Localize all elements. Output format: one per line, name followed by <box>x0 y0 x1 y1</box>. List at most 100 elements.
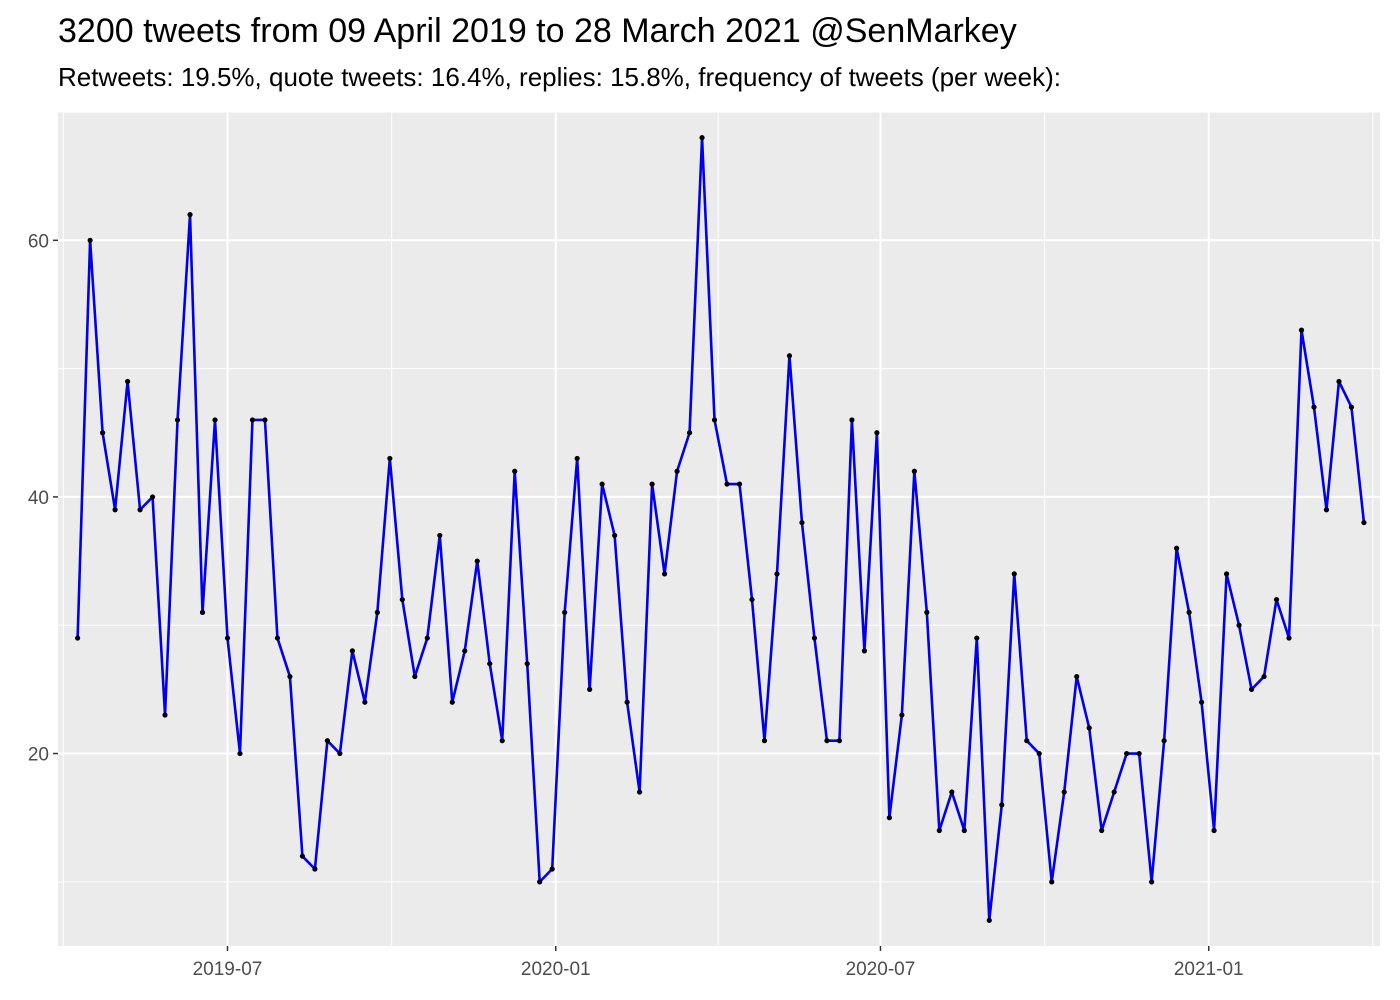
data-point <box>124 378 131 385</box>
data-point <box>599 481 605 487</box>
data-point <box>349 648 355 654</box>
data-point <box>1024 738 1030 744</box>
data-point <box>1286 635 1292 641</box>
data-point <box>1273 596 1280 603</box>
data-point <box>1311 404 1317 410</box>
data-point <box>1261 673 1267 680</box>
data-point <box>612 532 618 539</box>
y-tick-label: 60 <box>28 231 49 252</box>
data-point <box>487 661 493 667</box>
data-point <box>112 507 118 513</box>
x-tick-label: 2019-07 <box>193 959 263 980</box>
data-point <box>1049 879 1055 885</box>
data-point <box>387 455 393 462</box>
data-point <box>1336 378 1342 385</box>
data-point <box>562 609 568 616</box>
data-point <box>1211 827 1217 834</box>
data-point <box>1198 699 1205 705</box>
data-point <box>949 789 955 795</box>
data-point <box>1111 789 1117 795</box>
data-point <box>437 532 443 539</box>
data-point <box>799 519 805 526</box>
data-point <box>537 879 543 885</box>
data-point <box>299 853 306 859</box>
data-point <box>986 917 992 923</box>
data-point <box>1124 750 1130 757</box>
data-point <box>549 866 555 872</box>
data-point <box>75 635 81 641</box>
data-point <box>861 648 868 654</box>
data-point <box>1236 622 1242 628</box>
data-point <box>836 738 843 744</box>
data-point <box>849 417 855 423</box>
data-point <box>1248 686 1255 692</box>
data-point <box>399 596 405 603</box>
data-point <box>824 738 830 744</box>
data-point <box>524 661 530 667</box>
chart-subtitle: Retweets: 19.5%, quote tweets: 16.4%, re… <box>58 62 1061 92</box>
data-point <box>224 635 231 641</box>
data-point <box>574 455 580 462</box>
data-point <box>1149 879 1155 885</box>
data-point <box>312 866 318 872</box>
data-point <box>761 738 768 744</box>
data-point <box>474 558 480 564</box>
data-point <box>237 750 243 757</box>
data-point <box>649 481 655 487</box>
data-point <box>1061 789 1067 795</box>
data-point <box>637 789 643 795</box>
data-point <box>1074 673 1080 680</box>
data-point <box>624 699 630 705</box>
chart-title: 3200 tweets from 09 April 2019 to 28 Mar… <box>58 12 1017 50</box>
data-point <box>1348 404 1355 410</box>
x-tick-label: 2021-01 <box>1174 959 1244 980</box>
series-line-layer <box>76 136 1366 922</box>
data-point <box>412 673 418 680</box>
data-point <box>699 135 705 141</box>
axis-layer: 20 40 60 2019-07 2020-01 2020-07 2021-01 <box>28 231 1244 980</box>
data-point <box>661 571 668 577</box>
data-point <box>999 802 1005 808</box>
data-point <box>362 699 368 705</box>
data-point <box>936 827 942 834</box>
y-tick-label: 40 <box>28 488 49 509</box>
data-point <box>187 212 193 218</box>
data-point <box>1099 827 1105 834</box>
data-point <box>1136 750 1142 757</box>
y-tick-label: 20 <box>28 745 49 766</box>
data-point <box>87 237 93 243</box>
data-point <box>324 738 330 744</box>
data-point <box>1174 545 1180 551</box>
x-tick-label: 2020-07 <box>846 959 916 980</box>
data-point <box>174 417 181 423</box>
data-point <box>162 712 168 718</box>
data-point <box>811 635 818 641</box>
x-tick-label: 2020-01 <box>521 959 591 980</box>
data-point <box>499 738 505 744</box>
data-point <box>1361 519 1367 526</box>
data-point <box>587 686 593 692</box>
data-point <box>961 827 967 834</box>
data-point <box>337 750 343 757</box>
data-point <box>249 417 256 423</box>
data-point <box>674 468 680 474</box>
data-point <box>686 430 693 436</box>
data-point <box>736 481 743 487</box>
data-point <box>1186 609 1192 616</box>
data-point <box>1323 507 1330 513</box>
data-point <box>974 635 980 641</box>
data-point <box>711 417 718 423</box>
data-point <box>1011 571 1017 577</box>
data-point <box>1223 571 1230 577</box>
data-point <box>274 635 281 641</box>
data-point <box>1298 327 1305 333</box>
data-point <box>137 507 143 513</box>
series-points-layer <box>75 135 1367 923</box>
data-point <box>874 430 880 436</box>
data-point <box>899 712 905 718</box>
data-point <box>749 596 755 603</box>
data-point <box>262 417 268 423</box>
data-point <box>424 635 430 641</box>
data-point <box>1161 738 1167 744</box>
